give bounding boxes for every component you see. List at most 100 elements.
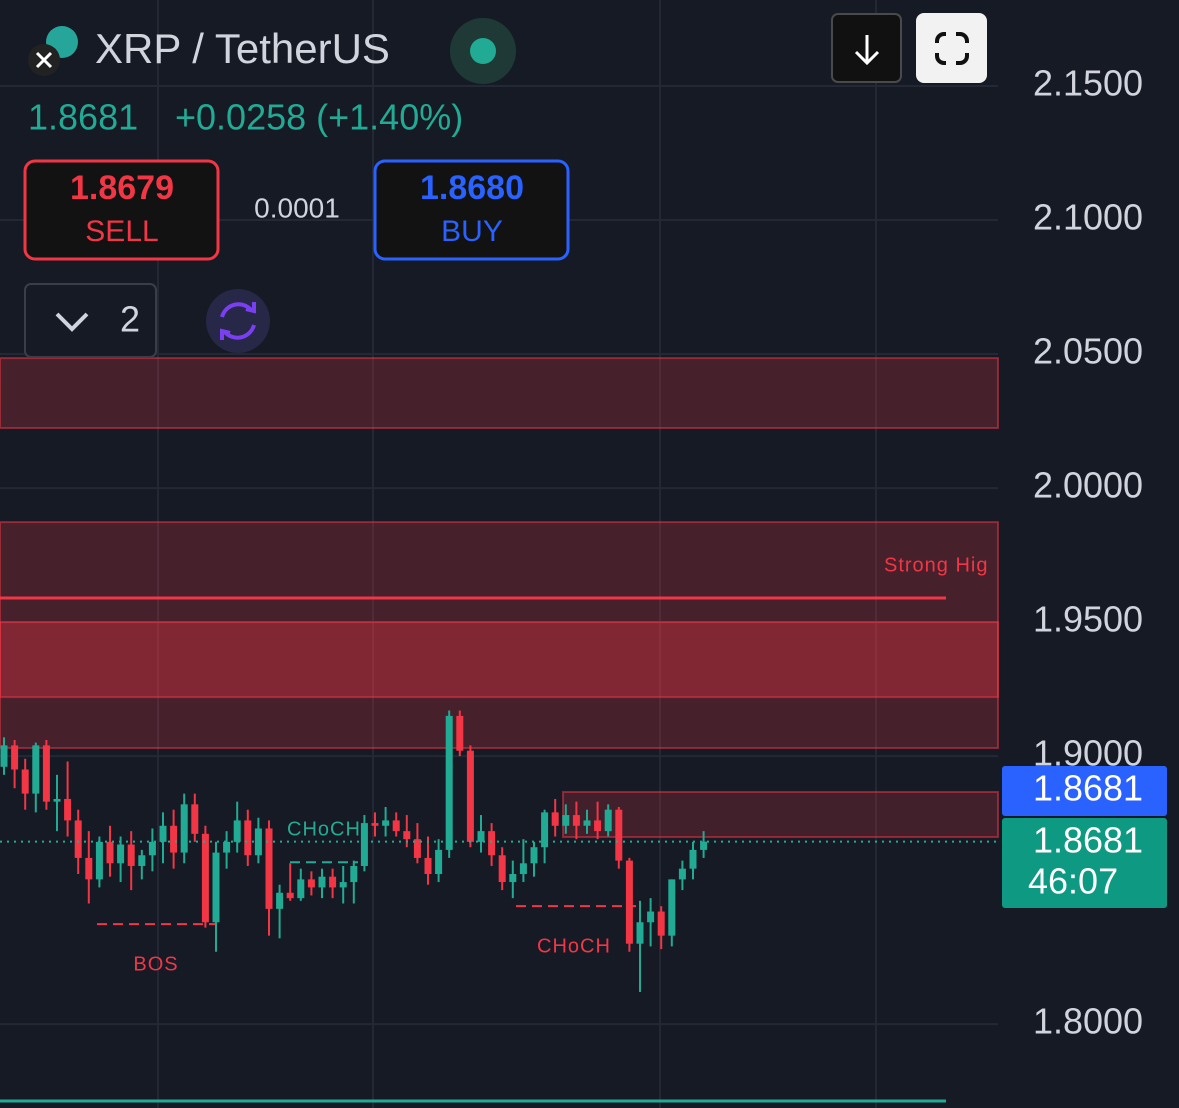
- candle-body: [689, 849, 697, 869]
- bid-label-box: [1002, 766, 1167, 816]
- toolbar: XRP / TetherUS 1.8681 +0.0258 (+1.40%) 1…: [23, 13, 987, 358]
- candle-body: [594, 820, 602, 832]
- candle-body: [106, 841, 114, 864]
- y-tick-label: 1.9500: [1033, 599, 1143, 640]
- candle-body: [456, 715, 464, 751]
- buy-label: BUY: [441, 215, 503, 248]
- price-labels: 1.8681 1.8681 46:07: [1002, 766, 1167, 908]
- candle-body: [445, 715, 453, 850]
- candle-body: [350, 865, 358, 883]
- candle-body: [625, 860, 633, 944]
- candle-body: [127, 844, 135, 866]
- candle-body: [530, 847, 538, 864]
- candle-body: [498, 855, 506, 883]
- candle-body: [392, 820, 400, 832]
- zone: [0, 621, 999, 699]
- candle-body: [32, 745, 40, 794]
- zone: [0, 357, 999, 430]
- y-tick-label: 2.0000: [1033, 465, 1143, 506]
- candle-body: [541, 812, 549, 848]
- candle-body: [0, 745, 8, 767]
- candle-body: [519, 863, 527, 875]
- annotation: BOS: [133, 953, 178, 975]
- status-dot: [470, 38, 496, 64]
- close-icon: [35, 51, 53, 69]
- zone: [0, 521, 999, 750]
- candle-body: [170, 825, 178, 853]
- candle-body: [403, 831, 411, 840]
- candle-body: [138, 855, 146, 866]
- annotation: Strong Hig: [884, 554, 989, 576]
- candle-body: [668, 879, 676, 936]
- annotation: CHoCH: [537, 935, 611, 957]
- candle-body: [615, 809, 623, 861]
- candle-body: [11, 745, 19, 770]
- bid-label: 1.8681: [1033, 768, 1143, 809]
- sync-button[interactable]: [206, 289, 270, 353]
- price-change: +0.0258 (+1.40%): [175, 97, 463, 138]
- candle-body: [604, 809, 612, 832]
- candle-body: [286, 892, 294, 899]
- chevron-icon: [55, 312, 89, 332]
- candle-body: [42, 745, 50, 802]
- candle-body: [95, 841, 103, 880]
- collapse-button[interactable]: [24, 283, 157, 358]
- candle-body: [307, 879, 315, 888]
- candle-body: [297, 879, 305, 899]
- candle-body: [212, 852, 220, 923]
- candle-body: [382, 820, 390, 826]
- buy-button[interactable]: [373, 159, 570, 261]
- y-tick-label: 1.8000: [1033, 1001, 1143, 1042]
- download-icon: [854, 35, 880, 66]
- candle-body: [223, 841, 231, 853]
- zone: [562, 791, 999, 839]
- y-tick-label: 2.1500: [1033, 63, 1143, 104]
- candle-body: [318, 876, 326, 888]
- candle-body: [562, 815, 570, 826]
- candle-body: [424, 857, 432, 875]
- candle-body: [551, 812, 559, 826]
- candle-body: [85, 857, 93, 880]
- candle-body: [466, 750, 474, 842]
- candle-body: [148, 841, 156, 856]
- last-label: 1.8681: [1033, 820, 1143, 861]
- last-price: 1.8681: [28, 97, 138, 138]
- candle-body: [413, 839, 421, 858]
- candle-body: [678, 868, 686, 880]
- candle-body: [488, 831, 496, 856]
- candle-body: [572, 815, 580, 826]
- symbol: XRP / TetherUS: [95, 25, 390, 72]
- y-tick-label: 2.1000: [1033, 197, 1143, 238]
- candle-body: [53, 798, 61, 802]
- candle-body: [360, 823, 368, 866]
- candle-body: [117, 844, 125, 864]
- candle-body: [636, 922, 644, 944]
- candle-body: [657, 911, 665, 936]
- candle-body: [329, 876, 337, 888]
- candle-body: [233, 820, 241, 842]
- price-axis: 2.15002.10002.05002.00001.95001.90001.80…: [1033, 63, 1143, 1042]
- sell-button[interactable]: [23, 159, 220, 261]
- candle-body: [64, 798, 72, 821]
- last-label-box: [1002, 818, 1167, 908]
- candle-body: [74, 820, 82, 858]
- sell-price: 1.8679: [70, 169, 174, 207]
- sync-arrows: [220, 302, 256, 340]
- candle-body: [244, 820, 252, 856]
- candle-body: [265, 828, 273, 909]
- candle-body: [509, 874, 517, 883]
- candle-body: [21, 769, 29, 794]
- buy-price: 1.8680: [420, 169, 524, 207]
- plot: Strong Hig CHoCH BOS CHoCH: [0, 357, 999, 1103]
- candle-body: [435, 849, 443, 875]
- y-tick-label: 2.0500: [1033, 331, 1143, 372]
- candle-body: [371, 823, 379, 826]
- candle-body: [583, 820, 591, 826]
- indicator-count: 2: [120, 299, 140, 340]
- candle-body: [254, 828, 262, 856]
- candle-body: [477, 831, 485, 842]
- candle-body: [191, 804, 199, 834]
- annotation: CHoCH: [287, 818, 361, 840]
- candle-body: [276, 892, 284, 909]
